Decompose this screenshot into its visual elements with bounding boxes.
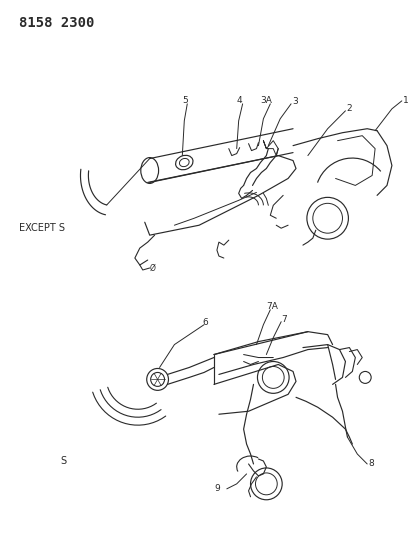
Text: 5: 5 bbox=[182, 96, 188, 106]
Text: 1: 1 bbox=[403, 96, 409, 106]
Text: 7A: 7A bbox=[266, 302, 278, 311]
Text: 6: 6 bbox=[202, 318, 208, 327]
Text: 4: 4 bbox=[237, 96, 242, 106]
Text: 8158 2300: 8158 2300 bbox=[19, 17, 95, 30]
Text: 3A: 3A bbox=[261, 96, 272, 106]
Text: S: S bbox=[61, 456, 67, 466]
Text: 9: 9 bbox=[214, 484, 220, 494]
Text: 8: 8 bbox=[368, 459, 374, 469]
Text: EXCEPT S: EXCEPT S bbox=[19, 223, 65, 233]
Text: 2: 2 bbox=[346, 104, 352, 114]
Text: 7: 7 bbox=[281, 315, 287, 324]
Text: 3: 3 bbox=[292, 98, 298, 107]
Text: Ø: Ø bbox=[150, 263, 156, 272]
